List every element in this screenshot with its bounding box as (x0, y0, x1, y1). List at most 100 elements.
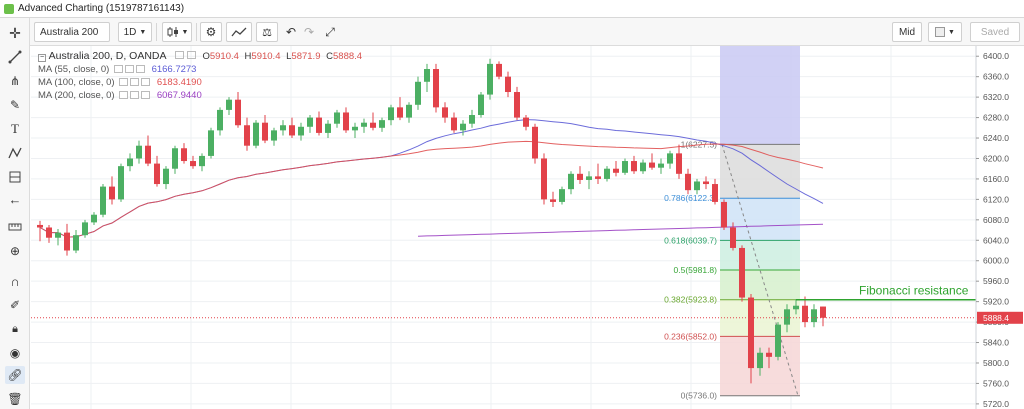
candle-body[interactable] (397, 107, 403, 118)
candle-body[interactable] (343, 112, 349, 131)
candle-body[interactable] (199, 155, 205, 167)
chart-type-button[interactable]: ▼ (162, 22, 192, 42)
candle-body[interactable] (217, 109, 223, 131)
fib-trend-line[interactable] (721, 144, 799, 396)
text-tool[interactable]: T (5, 120, 25, 138)
candle-body[interactable] (370, 122, 376, 128)
candle-body[interactable] (379, 120, 385, 128)
candle-body[interactable] (442, 107, 448, 118)
candle-body[interactable] (685, 173, 691, 191)
candle-body[interactable] (631, 161, 637, 172)
link-tool[interactable]: 🔗︎ (5, 366, 25, 384)
saved-button[interactable]: Saved (970, 22, 1020, 42)
candle-body[interactable] (460, 123, 466, 131)
candle-body[interactable] (748, 297, 754, 369)
candle-body[interactable] (154, 163, 160, 185)
candle-body[interactable] (586, 176, 592, 180)
candle-body[interactable] (64, 232, 70, 251)
trendline-tool[interactable] (5, 48, 25, 66)
candle-body[interactable] (694, 181, 700, 191)
study-eye-icon[interactable] (130, 78, 140, 86)
candle-body[interactable] (676, 153, 682, 174)
candle-body[interactable] (739, 247, 745, 298)
candle-body[interactable] (271, 130, 277, 141)
candle-body[interactable] (136, 145, 142, 159)
candle-body[interactable] (226, 99, 232, 110)
candle-body[interactable] (730, 227, 736, 248)
lock-tool[interactable]: 🔒︎ (5, 320, 25, 338)
candle-body[interactable] (55, 232, 61, 238)
candle-body[interactable] (505, 76, 511, 93)
candle-body[interactable] (487, 63, 493, 95)
delete-tool[interactable]: 🗑︎ (5, 390, 25, 408)
candle-body[interactable] (307, 117, 313, 127)
candle-body[interactable] (811, 309, 817, 323)
candle-body[interactable] (415, 81, 421, 105)
redo-button[interactable]: ↷ (300, 22, 318, 42)
pitchfork-tool[interactable]: ⋔ (5, 72, 25, 90)
interval-dropdown[interactable]: 1D ▼ (118, 22, 152, 42)
candle-body[interactable] (82, 222, 88, 236)
fullscreen-button[interactable]: ⤢ (320, 22, 340, 42)
candle-body[interactable] (784, 309, 790, 325)
candle-body[interactable] (433, 69, 439, 108)
candle-body[interactable] (100, 186, 106, 215)
candle-body[interactable] (775, 324, 781, 357)
candle-body[interactable] (280, 125, 286, 131)
candle-body[interactable] (721, 201, 727, 228)
candle-body[interactable] (289, 125, 295, 136)
candle-body[interactable] (532, 126, 538, 159)
candle-body[interactable] (352, 126, 358, 131)
candle-body[interactable] (577, 173, 583, 180)
candle-body[interactable] (469, 115, 475, 124)
candle-body[interactable] (235, 99, 241, 126)
candle-body[interactable] (145, 145, 151, 164)
candle-body[interactable] (46, 227, 52, 238)
back-tool[interactable]: ← (5, 190, 25, 208)
candle-body[interactable] (766, 352, 772, 357)
candle-body[interactable] (802, 305, 808, 323)
candle-body[interactable] (604, 168, 610, 179)
candle-body[interactable] (523, 117, 529, 127)
candle-body[interactable] (208, 130, 214, 156)
candle-body[interactable] (649, 162, 655, 168)
study-settings-icon[interactable] (119, 78, 129, 86)
candle-body[interactable] (298, 126, 304, 136)
candle-body[interactable] (253, 122, 259, 146)
brush-tool[interactable]: ✎ (5, 96, 25, 114)
candle-body[interactable] (388, 107, 394, 121)
candle-body[interactable] (550, 199, 556, 202)
candle-body[interactable] (109, 186, 115, 200)
visibility-icon[interactable] (186, 51, 196, 59)
candle-body[interactable] (361, 122, 367, 127)
stay-in-drawing-tool[interactable]: ✐ (5, 296, 25, 314)
study-eye-icon[interactable] (124, 65, 134, 73)
candle-body[interactable] (325, 123, 331, 133)
candle-body[interactable] (406, 104, 412, 118)
candle-body[interactable] (820, 306, 826, 318)
undo-button[interactable]: ↶ (282, 22, 300, 42)
pattern-tool[interactable] (5, 144, 25, 162)
study-remove-icon[interactable] (135, 65, 145, 73)
price-chart[interactable]: 1(6227.5)0.786(6122.3)0.618(6039.7)0.5(5… (31, 46, 1024, 409)
candle-body[interactable] (667, 153, 673, 164)
prediction-tool[interactable] (5, 168, 25, 186)
study-remove-icon[interactable] (141, 78, 151, 86)
candle-body[interactable] (793, 305, 799, 310)
ruler-tool[interactable] (5, 218, 25, 236)
candle-body[interactable] (514, 92, 520, 118)
candle-body[interactable] (658, 163, 664, 168)
candle-body[interactable] (703, 181, 709, 185)
crosshair-tool[interactable]: ✛ (5, 24, 25, 42)
candle-body[interactable] (622, 161, 628, 173)
candle-body[interactable] (73, 235, 79, 251)
candle-body[interactable] (640, 162, 646, 172)
candle-body[interactable] (127, 158, 133, 167)
magnet-tool[interactable]: ∩ (5, 272, 25, 290)
candle-body[interactable] (496, 63, 502, 77)
candle-body[interactable] (262, 122, 268, 141)
study-settings-icon[interactable] (113, 65, 123, 73)
candle-body[interactable] (541, 158, 547, 200)
candle-body[interactable] (163, 168, 169, 185)
study-settings-icon[interactable] (119, 91, 129, 99)
